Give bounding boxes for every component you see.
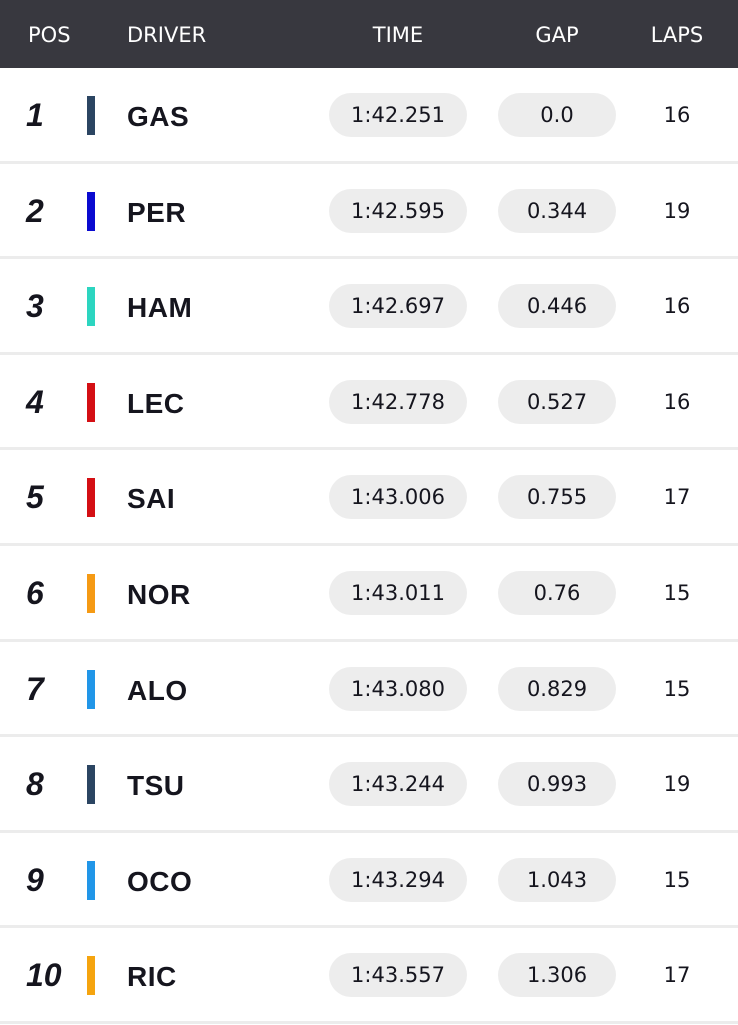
- gap: 0.993: [498, 762, 616, 807]
- position: 1: [26, 97, 44, 133]
- header-row: POS DRIVER TIME GAP LAPS: [0, 0, 738, 68]
- gap: 0.755: [498, 475, 616, 520]
- driver-code: RIC: [127, 961, 177, 993]
- header-cell: TIME: [372, 23, 424, 47]
- position: 3: [26, 288, 44, 325]
- result-row: 8 TSU 1:43.244 0.993 19: [0, 737, 738, 833]
- position: 7: [26, 670, 44, 707]
- gap: 0.527: [498, 379, 616, 424]
- driver-code: SAI: [127, 483, 176, 515]
- laps: 15: [663, 581, 691, 605]
- driver-code: ALO: [127, 674, 188, 706]
- result-row: 6 NOR 1:43.011 0.76 15: [0, 546, 738, 642]
- position: 9: [26, 861, 44, 898]
- lap-time: 1:42.595: [329, 188, 467, 233]
- gap: 0.829: [498, 666, 616, 711]
- position: 10: [26, 957, 62, 994]
- header-cell: LAPS: [650, 23, 704, 47]
- result-row: 5 SAI 1:43.006 0.755 17: [0, 450, 738, 546]
- gap: 1.306: [498, 953, 616, 998]
- laps: 15: [663, 867, 691, 892]
- gap: 0.0: [498, 93, 616, 137]
- header-cell: DRIVER: [127, 23, 207, 47]
- team-color-bar: [87, 478, 95, 518]
- result-row: 7 ALO 1:43.080 0.829 15: [0, 642, 738, 738]
- header-cell: GAP: [535, 23, 579, 47]
- lap-time: 1:43.006: [329, 475, 467, 520]
- team-color-bar: [87, 287, 95, 327]
- driver-code: GAS: [127, 101, 190, 132]
- position: 6: [26, 575, 44, 611]
- result-row: 10 RIC 1:43.557 1.306 17: [0, 928, 738, 1024]
- team-color-bar: [87, 765, 95, 805]
- team-color-bar: [87, 191, 95, 231]
- laps: 16: [663, 389, 691, 414]
- driver-code: OCO: [127, 865, 193, 897]
- laps: 16: [663, 103, 691, 127]
- result-row: 3 HAM 1:42.697 0.446 16: [0, 259, 738, 355]
- lap-time: 1:43.011: [329, 571, 467, 615]
- driver-code: LEC: [127, 387, 185, 419]
- driver-code: HAM: [127, 292, 193, 324]
- laps: 17: [663, 485, 691, 510]
- laps: 17: [663, 963, 691, 988]
- driver-code: NOR: [127, 579, 191, 610]
- result-row: 1 GAS 1:42.251 0.0 16: [0, 68, 738, 164]
- position: 4: [26, 383, 44, 420]
- laps: 19: [663, 198, 691, 223]
- lap-time: 1:43.557: [329, 953, 467, 998]
- laps: 19: [663, 772, 691, 797]
- result-row: 9 OCO 1:43.294 1.043 15: [0, 833, 738, 929]
- lap-time: 1:43.080: [329, 666, 467, 711]
- result-row: 2 PER 1:42.595 0.344 19: [0, 164, 738, 260]
- gap: 0.76: [498, 571, 616, 615]
- lap-time: 1:42.697: [329, 284, 467, 329]
- gap: 0.344: [498, 188, 616, 233]
- position: 5: [26, 479, 44, 516]
- lap-time: 1:43.294: [329, 857, 467, 902]
- team-color-bar: [87, 669, 95, 709]
- driver-code: TSU: [127, 770, 185, 802]
- gap: 1.043: [498, 857, 616, 902]
- team-color-bar: [87, 96, 95, 135]
- team-color-bar: [87, 860, 95, 900]
- laps: 15: [663, 676, 691, 701]
- laps: 16: [663, 294, 691, 319]
- result-row: 4 LEC 1:42.778 0.527 16: [0, 355, 738, 451]
- position: 8: [26, 766, 44, 803]
- lap-time: 1:42.251: [329, 93, 467, 137]
- driver-code: PER: [127, 196, 187, 228]
- lap-time: 1:43.244: [329, 762, 467, 807]
- header-cell: POS: [28, 23, 71, 47]
- team-color-bar: [87, 956, 95, 996]
- team-color-bar: [87, 382, 95, 422]
- lap-time: 1:42.778: [329, 379, 467, 424]
- position: 2: [26, 192, 44, 229]
- team-color-bar: [87, 574, 95, 613]
- gap: 0.446: [498, 284, 616, 329]
